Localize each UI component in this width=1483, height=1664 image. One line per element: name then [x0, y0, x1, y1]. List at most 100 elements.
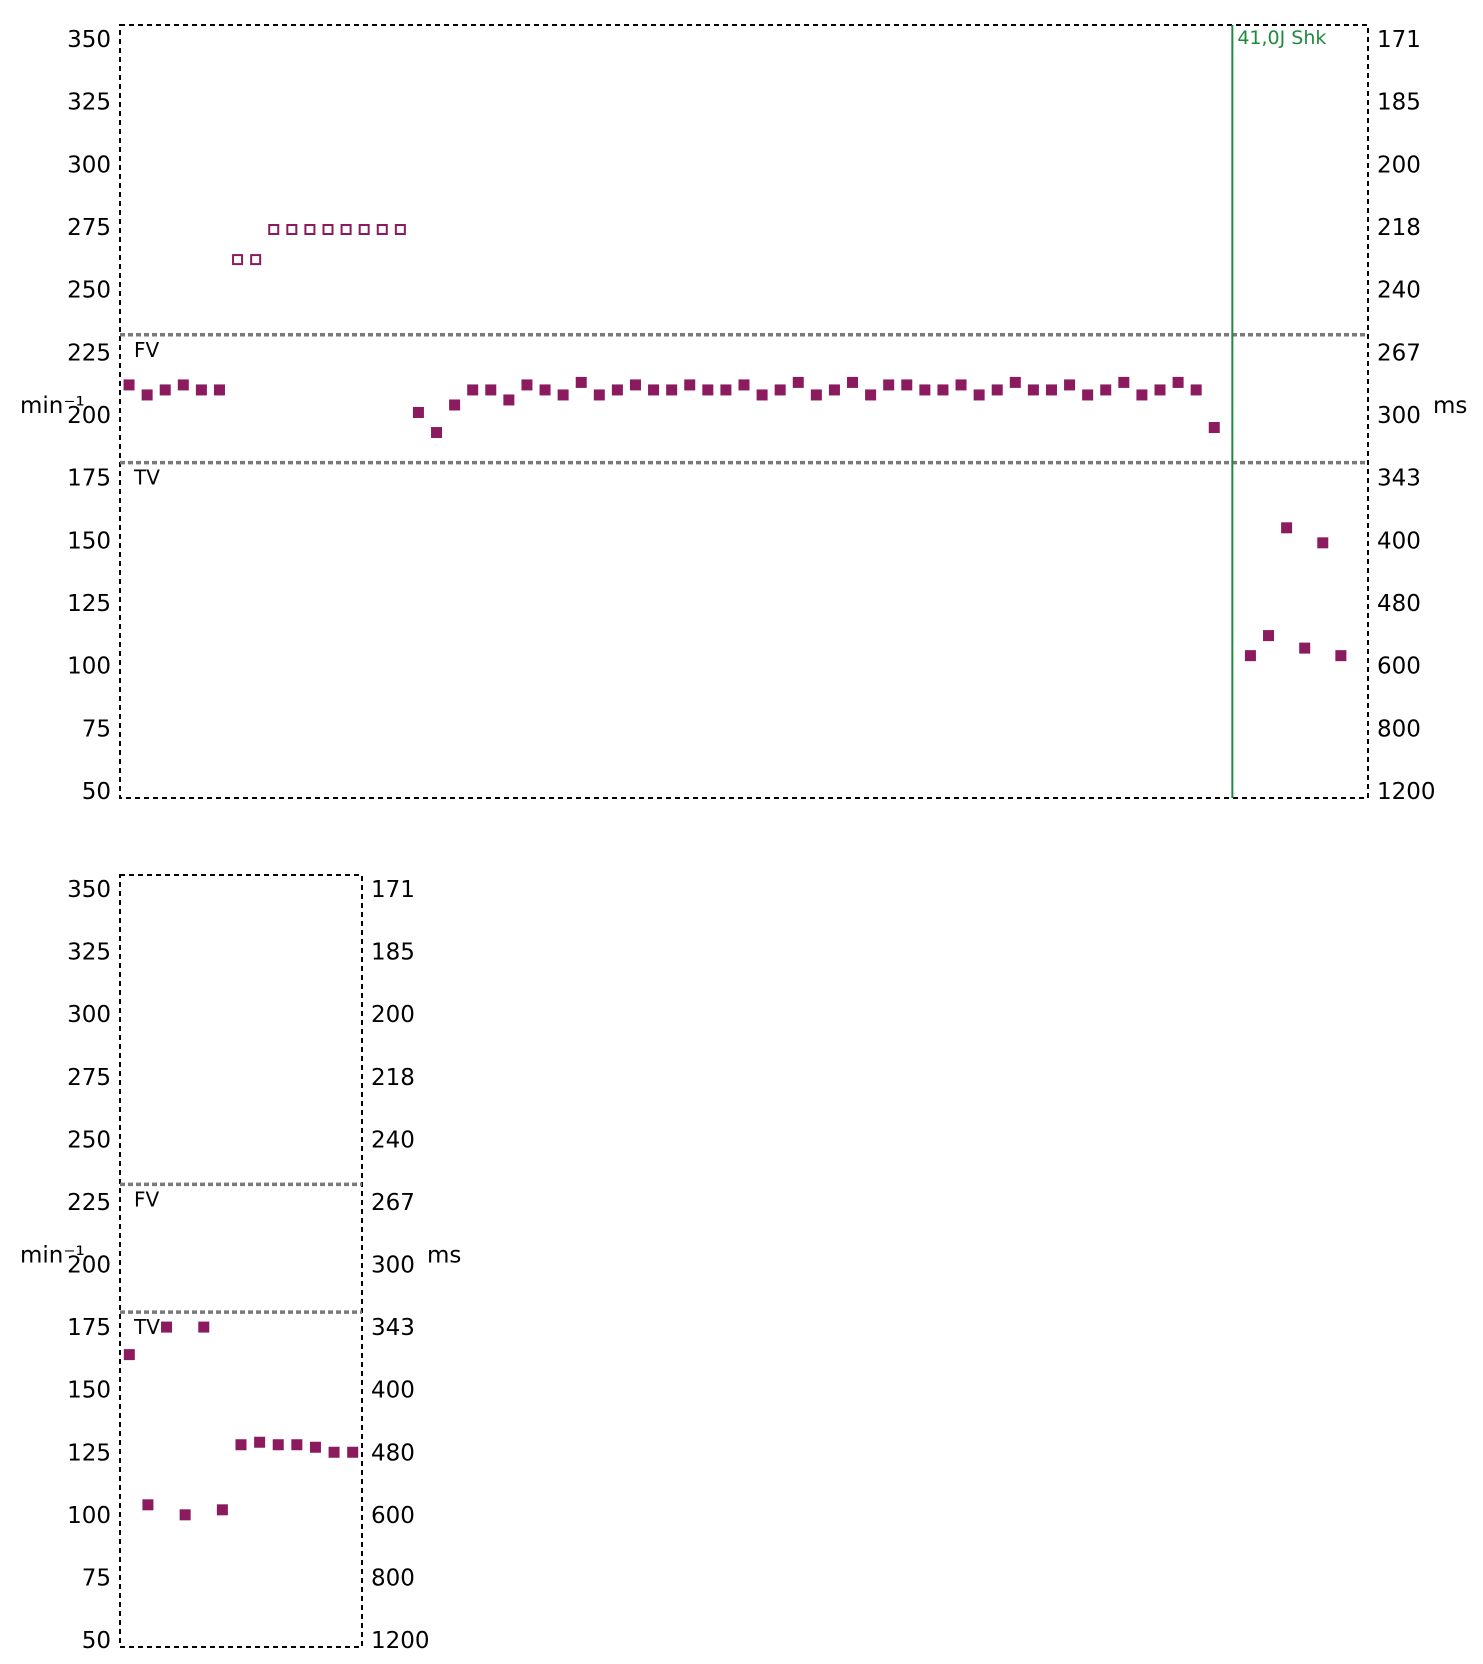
threshold-label-fv: FV: [134, 338, 160, 362]
left-tick-label: 100: [67, 1503, 111, 1529]
right-tick-label: 600: [371, 1503, 415, 1529]
data-point-hollow: [304, 224, 316, 236]
left-axis-unit: min⁻¹: [20, 393, 85, 419]
data-point: [666, 384, 678, 396]
left-tick-label: 75: [82, 716, 111, 742]
right-tick-label: 200: [1377, 152, 1421, 178]
data-point: [177, 379, 189, 391]
data-point: [919, 384, 931, 396]
data-point: [1100, 384, 1112, 396]
right-tick-label: 800: [371, 1565, 415, 1591]
data-point: [141, 389, 153, 401]
right-axis-unit: ms: [427, 1243, 461, 1269]
data-point: [1064, 379, 1076, 391]
data-point: [1299, 642, 1311, 654]
data-point-hollow: [358, 224, 370, 236]
left-tick-label: 150: [67, 528, 111, 554]
data-point: [142, 1499, 154, 1511]
data-point: [235, 1439, 247, 1451]
right-tick-label: 400: [371, 1378, 415, 1404]
left-tick-label: 325: [67, 90, 111, 116]
data-point: [810, 389, 822, 401]
data-point: [161, 1321, 173, 1333]
data-point: [1335, 650, 1347, 662]
data-point: [593, 389, 605, 401]
left-axis-unit: min⁻¹: [20, 1243, 85, 1269]
data-point: [521, 379, 533, 391]
data-point: [1263, 630, 1275, 642]
left-tick-label: 300: [67, 1002, 111, 1028]
left-tick-label: 50: [82, 1628, 111, 1654]
shock-event-label: 41,0J Shk: [1237, 27, 1326, 49]
right-tick-label: 343: [1377, 466, 1421, 492]
right-tick-label: 800: [1377, 716, 1421, 742]
data-point: [198, 1321, 210, 1333]
data-point: [309, 1441, 321, 1453]
data-point-hollow: [286, 224, 298, 236]
data-point: [159, 384, 171, 396]
data-point: [123, 379, 135, 391]
right-tick-label: 300: [371, 1253, 415, 1279]
data-point: [702, 384, 714, 396]
data-point: [431, 427, 443, 439]
data-point: [1118, 376, 1130, 388]
left-tick-label: 125: [67, 1440, 111, 1466]
data-point: [1027, 384, 1039, 396]
left-tick-label: 250: [67, 1127, 111, 1153]
data-point: [1136, 389, 1148, 401]
data-point: [1317, 537, 1329, 549]
data-point: [503, 394, 515, 406]
data-point: [648, 384, 660, 396]
data-point: [539, 384, 551, 396]
left-tick-label: 75: [82, 1565, 111, 1591]
right-tick-label: 600: [1377, 654, 1421, 680]
data-point: [1208, 422, 1220, 434]
data-point-hollow: [394, 224, 406, 236]
data-point: [291, 1439, 303, 1451]
data-point: [195, 384, 207, 396]
data-point: [629, 379, 641, 391]
right-tick-label: 343: [371, 1315, 415, 1341]
data-point: [449, 399, 461, 411]
left-tick-label: 300: [67, 152, 111, 178]
data-point: [1045, 384, 1057, 396]
right-tick-label: 400: [1377, 528, 1421, 554]
data-point: [738, 379, 750, 391]
right-tick-label: 300: [1377, 403, 1421, 429]
data-point: [1082, 389, 1094, 401]
data-point: [254, 1436, 266, 1448]
data-point-hollow: [376, 224, 388, 236]
left-tick-label: 225: [67, 340, 111, 366]
right-tick-label: 200: [371, 1002, 415, 1028]
threshold-label-tv: TV: [133, 466, 160, 490]
right-tick-label: 218: [1377, 215, 1421, 241]
data-point: [684, 379, 696, 391]
data-point: [1154, 384, 1166, 396]
right-tick-label: 240: [371, 1127, 415, 1153]
data-point-hollow: [322, 224, 334, 236]
left-tick-label: 175: [67, 466, 111, 492]
data-point: [213, 384, 225, 396]
data-point: [467, 384, 479, 396]
right-tick-label: 185: [371, 940, 415, 966]
right-tick-label: 267: [371, 1190, 415, 1216]
threshold-label-tv: TV: [133, 1315, 160, 1339]
right-tick-label: 267: [1377, 340, 1421, 366]
chart-panel-2: FV TV 350 325 300 275 250 225 200 175 150 125 100 75 5…: [20, 874, 461, 1654]
left-tick-label: 50: [82, 779, 111, 805]
right-tick-label: 480: [1377, 591, 1421, 617]
left-tick-label: 125: [67, 591, 111, 617]
right-tick-label: 185: [1377, 90, 1421, 116]
left-tick-label: 150: [67, 1378, 111, 1404]
data-point: [1190, 384, 1202, 396]
data-point: [1281, 522, 1293, 534]
data-point: [883, 379, 895, 391]
data-point: [973, 389, 985, 401]
left-tick-label: 200: [67, 403, 111, 429]
right-tick-label: 171: [371, 877, 415, 903]
data-point-hollow: [250, 254, 262, 266]
data-point: [557, 389, 569, 401]
left-tick-label: 250: [67, 278, 111, 304]
left-tick-label: 350: [67, 877, 111, 903]
